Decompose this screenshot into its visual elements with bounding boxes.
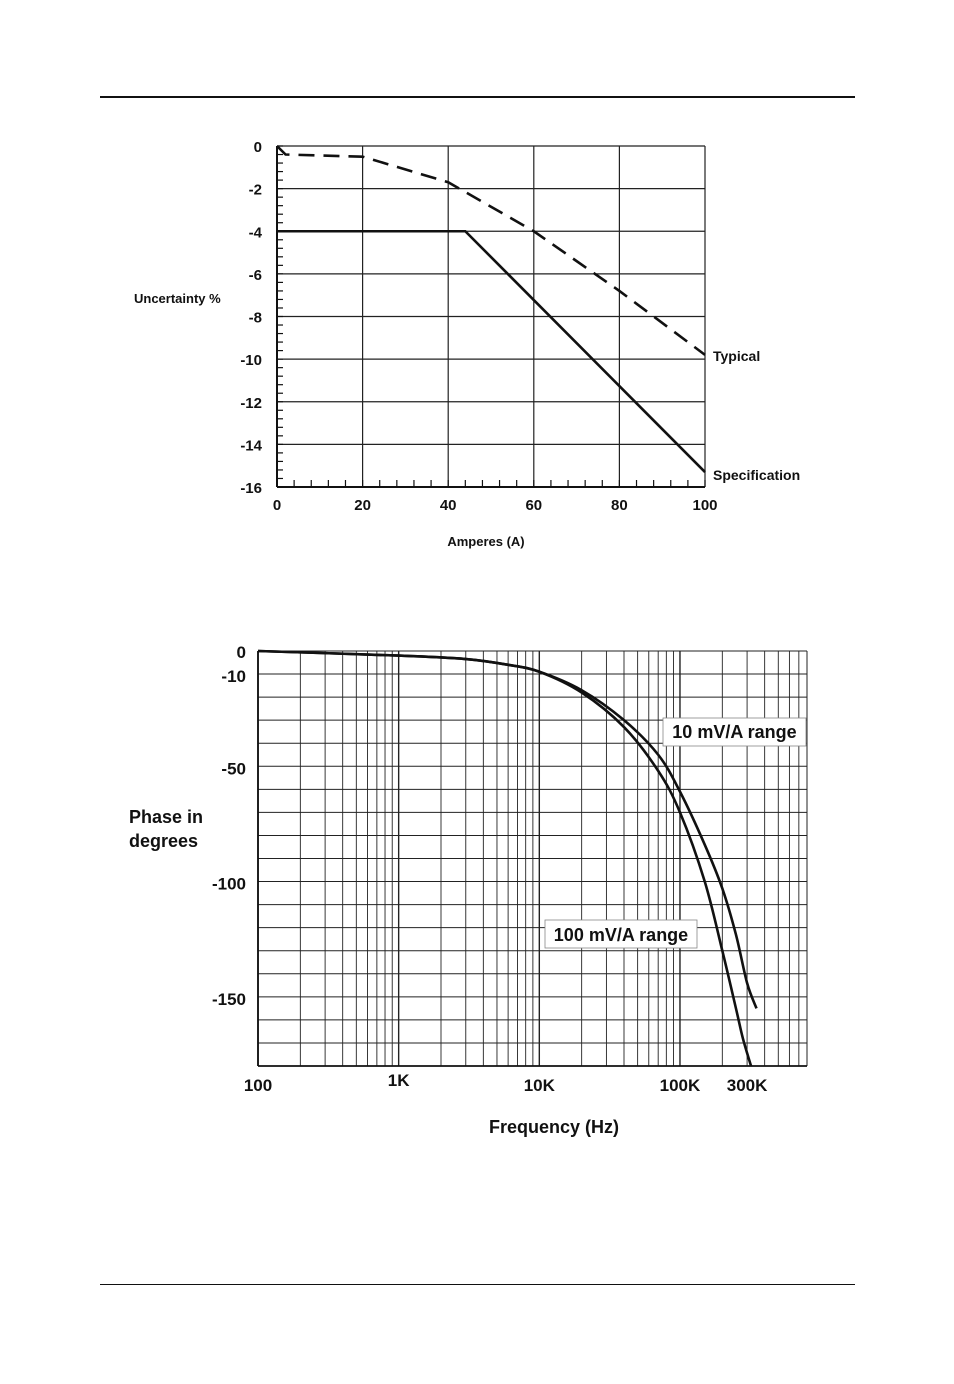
y-tick-label: -2 — [249, 182, 262, 199]
series-line-2 — [257, 649, 753, 1067]
x-axis-title: Frequency (Hz) — [489, 1117, 619, 1137]
x-axis-title: Amperes (A) — [447, 534, 524, 549]
y-tick-label: 0 — [254, 139, 262, 156]
y-tick-label: -4 — [249, 224, 263, 241]
series-line-1 — [276, 145, 706, 356]
x-tick-label: 60 — [525, 497, 542, 514]
x-tick-label: 20 — [354, 497, 371, 514]
x-tick-label: 0 — [273, 497, 281, 514]
y-axis-title: Uncertainty % — [134, 291, 221, 306]
footer-rule — [100, 1284, 855, 1285]
series-line-2 — [277, 229, 706, 473]
x-tick-label: 300K — [727, 1076, 768, 1095]
series-label-box — [544, 919, 698, 949]
series-label-box — [662, 717, 807, 747]
series-label: 100 mV/A range — [554, 925, 688, 945]
x-tick-label: 80 — [611, 497, 628, 514]
x-tick-label: 1K — [388, 1071, 410, 1090]
x-tick-label: 100K — [660, 1076, 701, 1095]
y-tick-label: -8 — [249, 310, 262, 327]
x-tick-label: 10K — [524, 1076, 556, 1095]
x-tick-label: 40 — [440, 497, 457, 514]
y-tick-label: -50 — [221, 759, 246, 778]
uncertainty-chart: 0 20 40 60 80 100 0 -2 -4 -6 -8 -10 -12 -14 -16 Uncerta… — [134, 139, 800, 549]
series-label: Typical — [713, 348, 760, 364]
y-axis-title: Phase in degrees — [129, 807, 203, 851]
x-tick-label: 100 — [692, 497, 717, 514]
x-tick-label: 100 — [244, 1076, 272, 1095]
y-tick-label: -14 — [240, 437, 262, 454]
y-tick-label: -12 — [240, 395, 262, 412]
y-tick-label: -16 — [240, 480, 262, 497]
y-tick-label: -100 — [212, 875, 246, 894]
y-tick-label: -10 — [221, 667, 246, 686]
y-tick-label: -6 — [249, 267, 262, 284]
y-tick-label: 0 — [237, 643, 246, 662]
header-rule — [100, 96, 855, 98]
series-line-1 — [257, 649, 758, 1009]
series-label: 10 mV/A range — [672, 722, 796, 742]
series-label: Specification — [713, 467, 800, 483]
y-tick-label: -150 — [212, 990, 246, 1009]
y-tick-label: -10 — [240, 352, 262, 369]
